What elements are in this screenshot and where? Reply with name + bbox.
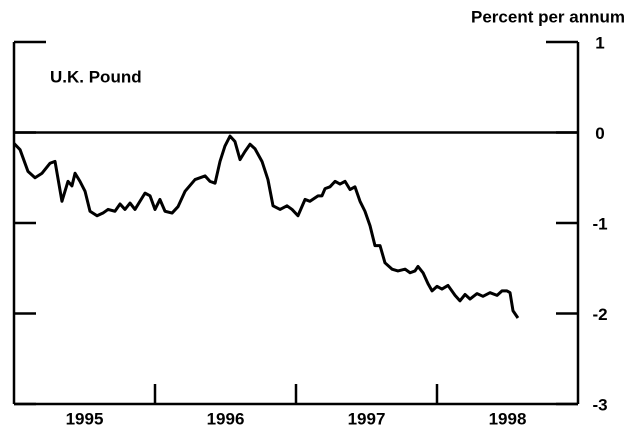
x-tick-label: 1996 (207, 409, 245, 428)
chart-title: U.K. Pound (50, 67, 142, 86)
y-tick-label: 1 (595, 33, 604, 52)
data-line (12, 134, 520, 319)
y-tick-label: -3 (592, 395, 607, 414)
x-tick-label: 1995 (66, 409, 104, 428)
y-tick-label: -2 (592, 305, 607, 324)
y-axis-label: Percent per annum (471, 7, 625, 26)
x-tick-label: 1997 (348, 409, 386, 428)
y-tick-label: -1 (592, 214, 607, 233)
x-tick-label: 1998 (489, 409, 527, 428)
y-tick-label: 0 (595, 124, 604, 143)
